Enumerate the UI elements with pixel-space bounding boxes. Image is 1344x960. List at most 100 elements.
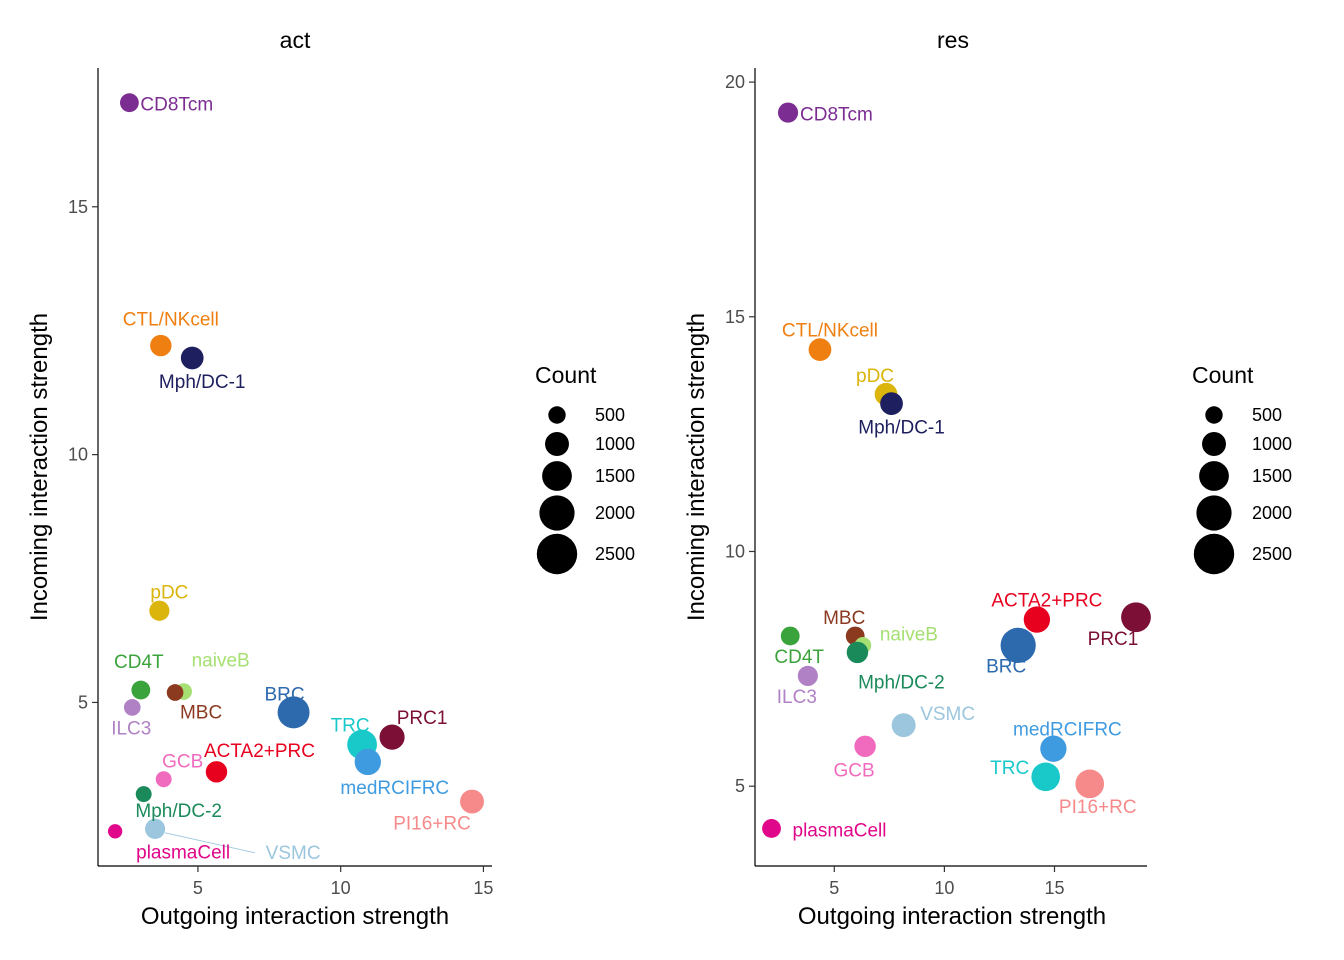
label-group: CD8Tcm CTL/NKcell Mph/DC-1 pDC CD4T naiveB MBC… (111, 95, 471, 864)
point-label: CD4T (114, 652, 164, 673)
point-mph-dc-1 (180, 346, 204, 370)
point-label: GCB (162, 751, 203, 772)
x-tick-label: 10 (331, 878, 351, 898)
legend-key (539, 495, 575, 531)
label-connectors (165, 832, 256, 854)
point-ilc3 (123, 699, 141, 716)
panel-title: res (937, 27, 969, 53)
point-label: pDC (150, 583, 188, 604)
point-label: CD8Tcm (140, 95, 213, 116)
point-acta2-prc (205, 761, 228, 783)
point-label: pDC (856, 366, 894, 387)
legend-label: 2000 (595, 503, 635, 523)
point-gcb (854, 735, 876, 758)
y-tick-label: 10 (725, 541, 745, 561)
point-pi16-rc (1075, 769, 1105, 799)
point-label: CTL/NKcell (123, 310, 219, 331)
point-plasmacell (762, 819, 781, 838)
legend-key (545, 432, 569, 456)
panel-act: act 5 10 15 5 10 15 CD8Tcm CTL/NKcell Mph/DC-1 p… (26, 27, 635, 930)
point-label: PI16+RC (393, 814, 471, 835)
point-cd8tcm (777, 102, 799, 123)
x-tick-label: 5 (193, 878, 203, 898)
point-label: CTL/NKcell (782, 321, 878, 342)
legend-label: 500 (1252, 405, 1282, 425)
point-label: CD8Tcm (800, 105, 873, 126)
point-label: ACTA2+PRC (204, 741, 315, 762)
point-label: MBC (823, 608, 865, 629)
legend-key (1196, 495, 1232, 531)
y-tick-label: 15 (68, 197, 88, 217)
size-legend: Count 500 1000 1500 2000 2500 (535, 362, 635, 575)
point-label: medRCIFRC (340, 778, 449, 799)
legend-key (542, 461, 572, 491)
y-tick-label: 20 (725, 72, 745, 92)
point-label: plasmaCell (136, 842, 230, 863)
x-tick-label: 10 (934, 878, 954, 898)
point-label: ACTA2+PRC (991, 591, 1102, 612)
point-label: PRC1 (397, 708, 448, 729)
legend-key (536, 533, 578, 575)
y-tick-label: 15 (725, 307, 745, 327)
point-brc (277, 696, 310, 729)
y-tick-label: 10 (68, 445, 88, 465)
point-prc1 (379, 724, 405, 750)
point-acta2-prc (1023, 606, 1051, 633)
point-cd4t (780, 626, 800, 646)
y-tick-label: 5 (78, 692, 88, 712)
point-mph-dc-2 (135, 786, 152, 803)
legend-label: 2500 (1252, 544, 1292, 564)
point-medrcifrc (1040, 735, 1067, 762)
point-label: VSMC (920, 704, 975, 725)
legend-key (1199, 461, 1229, 491)
legend-label: 1500 (1252, 466, 1292, 486)
legend-key (548, 406, 566, 424)
point-label: naiveB (192, 651, 250, 672)
point-label: VSMC (266, 843, 321, 864)
point-label: ILC3 (111, 718, 151, 739)
label-group: CD8Tcm CTL/NKcell pDC Mph/DC-1 PRC1 ACTA2+PRC… (774, 105, 1138, 842)
point-medrcifrc (354, 748, 381, 776)
point-label: naiveB (880, 624, 938, 645)
x-axis-title: Outgoing interaction strength (141, 903, 449, 930)
point-label: ILC3 (777, 687, 817, 708)
point-mbc (166, 684, 184, 701)
point-label: PI16+RC (1059, 797, 1137, 818)
point-vsmc (891, 713, 916, 738)
legend-key (1202, 432, 1226, 456)
point-label: CD4T (774, 647, 824, 668)
point-vsmc (145, 818, 166, 839)
point-label: Mph/DC-1 (159, 372, 246, 393)
label-connector (165, 832, 256, 854)
point-prc1 (1121, 602, 1151, 633)
point-label: Mph/DC-2 (858, 672, 945, 693)
point-label: GCB (834, 760, 875, 781)
legend-title: Count (535, 362, 597, 388)
point-gcb (155, 771, 172, 788)
point-brc (1000, 627, 1036, 663)
point-label: medRCIFRC (1013, 720, 1122, 741)
point-label: PRC1 (1088, 629, 1139, 650)
panel-res: res 5 10 15 5 10 15 20 CD8Tcm CTL/NKcell pDC Mph/… (683, 27, 1292, 930)
point-pi16-rc (460, 789, 484, 814)
y-tick-label: 5 (735, 776, 745, 796)
legend-label: 2500 (595, 544, 635, 564)
point-label: TRC (331, 716, 370, 737)
point-label: Mph/DC-1 (858, 418, 945, 439)
legend-title: Count (1192, 362, 1254, 388)
legend-label: 1500 (595, 466, 635, 486)
x-tick-label: 15 (473, 878, 493, 898)
point-ctl-nkcell (150, 334, 172, 357)
legend-label: 2000 (1252, 503, 1292, 523)
y-axis-title: Incoming interaction strength (26, 313, 53, 621)
point-pdc (149, 600, 170, 621)
point-trc (1031, 762, 1061, 792)
legend-label: 1000 (595, 434, 635, 454)
point-mph-dc-2 (846, 641, 869, 664)
legend-label: 1000 (1252, 434, 1292, 454)
point-label: BRC (986, 656, 1026, 677)
panel-title: act (280, 27, 311, 53)
point-cd8tcm (120, 93, 139, 113)
tick-group: 5 10 15 5 10 15 (68, 197, 493, 898)
point-ilc3 (797, 665, 818, 686)
